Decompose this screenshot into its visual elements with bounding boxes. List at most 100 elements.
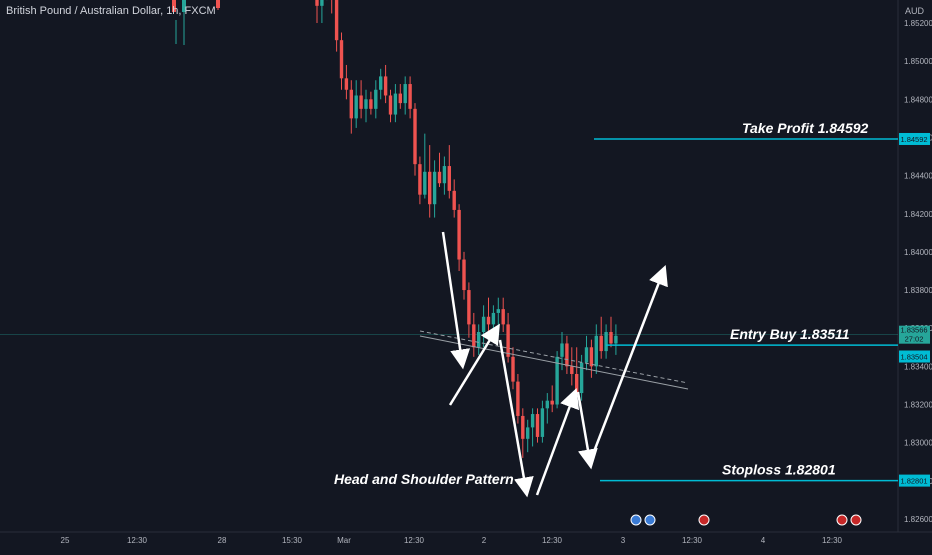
x-tick-label: 2 bbox=[482, 536, 487, 545]
y-tick-label: 1.83800 bbox=[904, 286, 932, 295]
axis-entry-tag-text: 1.83504 bbox=[900, 353, 927, 362]
y-tick-label: 1.85200 bbox=[904, 19, 932, 28]
candle-body bbox=[334, 0, 339, 41]
candle-body bbox=[403, 84, 407, 104]
candle-body bbox=[530, 414, 535, 428]
candle-body bbox=[428, 171, 432, 205]
candle-body bbox=[457, 209, 461, 260]
x-tick-label: 4 bbox=[761, 536, 766, 545]
annotation-arrow bbox=[441, 231, 471, 370]
price-axis[interactable] bbox=[898, 0, 932, 550]
x-tick-label: 12:30 bbox=[542, 536, 563, 545]
x-tick-label: 28 bbox=[218, 536, 227, 545]
candle-body bbox=[472, 324, 476, 348]
candle-body bbox=[467, 290, 471, 325]
candle-body bbox=[477, 332, 481, 348]
y-tick-label: 1.83200 bbox=[904, 401, 932, 410]
candle-body bbox=[379, 76, 383, 90]
candle-body bbox=[315, 0, 319, 6]
candle-body bbox=[565, 343, 569, 367]
candle-body bbox=[584, 347, 589, 363]
level-label: Stoploss 1.82801 bbox=[722, 462, 836, 478]
annotation-arrow bbox=[576, 391, 598, 470]
x-tick-label: 12:30 bbox=[822, 536, 843, 545]
candle-body bbox=[359, 95, 363, 109]
economic-event-icon[interactable] bbox=[644, 514, 656, 526]
y-tick-label: 1.84800 bbox=[904, 95, 932, 104]
annotation-arrow bbox=[588, 264, 668, 463]
candle-body bbox=[442, 166, 447, 184]
candle-body bbox=[540, 408, 545, 437]
candle-body bbox=[408, 84, 412, 109]
y-tick-label: 1.84400 bbox=[904, 172, 932, 181]
candle-body bbox=[491, 312, 496, 325]
x-tick-label: 12:30 bbox=[682, 536, 703, 545]
candle-body bbox=[413, 108, 417, 165]
candle-body bbox=[354, 95, 358, 119]
candle-body bbox=[369, 99, 373, 109]
candle-body bbox=[550, 400, 554, 405]
pattern-label: Head and Shoulder Pattern bbox=[334, 471, 514, 487]
candle-body bbox=[437, 171, 442, 184]
candle-body bbox=[432, 171, 437, 205]
y-tick-label: 1.84200 bbox=[904, 210, 932, 219]
candle-body bbox=[579, 362, 584, 394]
candle-body bbox=[344, 78, 349, 90]
economic-event-icon[interactable] bbox=[850, 514, 862, 526]
axis-countdown-text: 27:02 bbox=[905, 335, 924, 344]
candle-body bbox=[452, 190, 456, 210]
axis-price-tag bbox=[899, 474, 930, 487]
candle-body bbox=[604, 332, 608, 352]
axis-price-tag-text: 1.82801 bbox=[900, 477, 927, 486]
candle-body bbox=[526, 427, 530, 439]
axis-current-price bbox=[899, 325, 930, 344]
candle-body bbox=[521, 415, 525, 439]
candle-body bbox=[349, 89, 353, 119]
candle-body bbox=[383, 76, 388, 96]
candle-body bbox=[462, 259, 466, 291]
candle-body bbox=[481, 316, 486, 333]
economic-event-icon[interactable] bbox=[630, 514, 642, 526]
economic-event-icon[interactable] bbox=[836, 514, 848, 526]
x-tick-label: 12:30 bbox=[127, 536, 148, 545]
annotation-arrow bbox=[535, 387, 580, 496]
currency-label: AUD bbox=[904, 6, 924, 16]
candle-body bbox=[570, 366, 574, 374]
axis-price-tag bbox=[899, 132, 930, 145]
y-tick-label: 1.83000 bbox=[904, 439, 932, 448]
x-tick-label: 15:30 bbox=[282, 536, 303, 545]
y-tick-label: 1.84000 bbox=[904, 248, 932, 257]
candle-body bbox=[614, 335, 618, 344]
candle-body bbox=[339, 40, 344, 79]
axis-entry-tag bbox=[899, 350, 930, 363]
y-tick-label: 1.83400 bbox=[904, 362, 932, 371]
candle-body bbox=[535, 414, 540, 437]
candle-body bbox=[506, 324, 510, 357]
candle-body bbox=[560, 343, 564, 357]
candle-body bbox=[496, 309, 500, 313]
candle-body bbox=[388, 95, 393, 115]
candle-body bbox=[364, 99, 368, 109]
annotation-arrow bbox=[448, 323, 500, 406]
candle-body bbox=[423, 171, 427, 195]
x-tick-label: 3 bbox=[621, 536, 626, 545]
candle-body bbox=[594, 335, 598, 367]
trendline-upper bbox=[419, 330, 689, 384]
axis-current-price-text: 1.83566 bbox=[900, 326, 927, 335]
y-tick-label: 1.82600 bbox=[904, 515, 932, 524]
candle-body bbox=[398, 93, 402, 104]
candle-body bbox=[320, 0, 324, 6]
candle-body bbox=[575, 373, 579, 394]
candle-body bbox=[374, 89, 378, 109]
candle-body bbox=[555, 356, 559, 405]
axis-price-tag-text: 1.84592 bbox=[900, 135, 927, 144]
level-label: Entry Buy 1.83511 bbox=[730, 326, 850, 342]
economic-event-icon[interactable] bbox=[698, 514, 710, 526]
symbol-title: British Pound / Australian Dollar, 1h, F… bbox=[6, 5, 216, 17]
candle-body bbox=[418, 164, 422, 195]
y-tick-label: 1.85000 bbox=[904, 57, 932, 66]
candle-body bbox=[516, 381, 520, 416]
candle-body bbox=[511, 356, 515, 382]
